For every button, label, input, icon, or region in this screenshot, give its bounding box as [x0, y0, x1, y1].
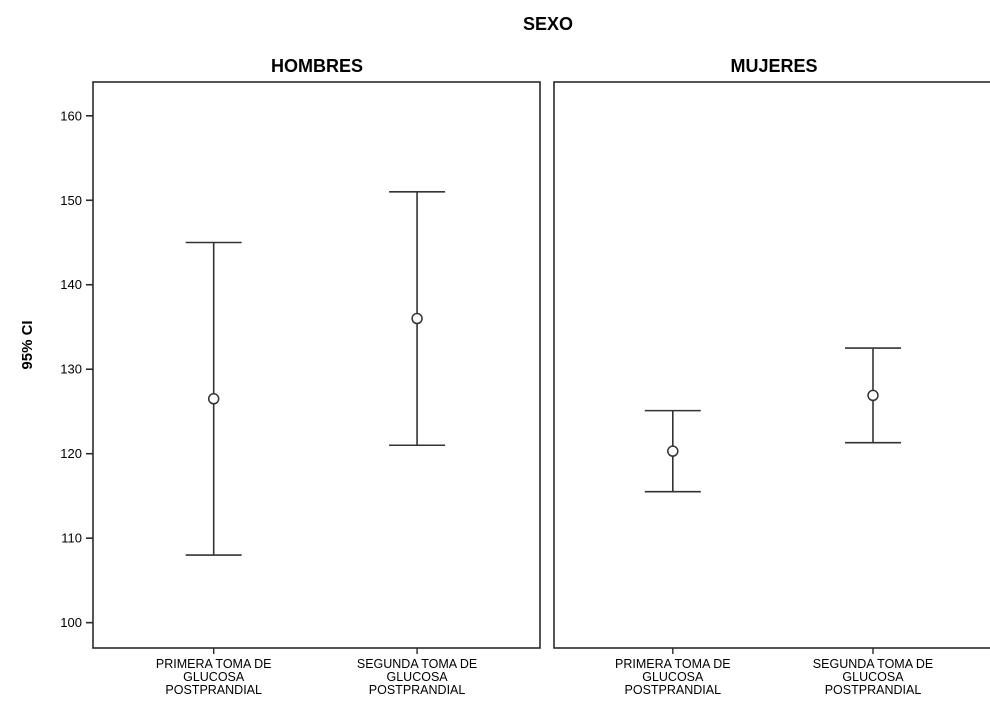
y-tick-label-160: 160	[60, 108, 82, 123]
y-tick-label-100: 100	[60, 615, 82, 630]
category-label-line: POSTPRANDIAL	[369, 683, 466, 697]
panel-frame-0	[92, 81, 541, 649]
category-label-line: PRIMERA TOMA DE	[615, 657, 731, 671]
category-label-0-0: PRIMERA TOMA DE GLUCOSA POSTPRANDIAL	[156, 657, 272, 697]
y-tick-label-140: 140	[60, 277, 82, 292]
category-label-line: SEGUNDA TOMA DE	[357, 657, 477, 671]
error-bars	[185, 191, 901, 556]
panel-title-1: MUJERES	[730, 56, 817, 76]
category-labels: PRIMERA TOMA DE GLUCOSA POSTPRANDIALSEGUND…	[156, 648, 933, 697]
category-label-line: GLUCOSA	[642, 670, 704, 684]
chart-title: SEXO	[523, 14, 573, 34]
category-label-1-1: SEGUNDA TOMA DE GLUCOSA POSTPRANDIAL	[813, 657, 933, 697]
mean-point-1-1	[867, 389, 879, 402]
category-label-line: GLUCOSA	[387, 670, 449, 684]
category-label-line: POSTPRANDIAL	[165, 683, 262, 697]
y-tick-label-150: 150	[60, 193, 82, 208]
panel-title-0: HOMBRES	[271, 56, 363, 76]
mean-point-0-0	[207, 393, 220, 405]
category-label-line: POSTPRANDIAL	[825, 683, 922, 697]
category-label-line: PRIMERA TOMA DE	[156, 657, 272, 671]
panel-frame-1	[553, 81, 990, 649]
mean-point-0-1	[411, 312, 423, 325]
y-tick-label-120: 120	[60, 446, 82, 461]
mean-point-1-0	[667, 445, 679, 457]
y-tick-label-130: 130	[60, 362, 82, 377]
category-label-line: POSTPRANDIAL	[625, 683, 722, 697]
y-tick-label-110: 110	[61, 531, 82, 546]
y-axis: 100 110 120 130 140 150 160	[60, 108, 93, 630]
category-label-line: SEGUNDA TOMA DE	[813, 657, 933, 671]
category-label-1-0: PRIMERA TOMA DE GLUCOSA POSTPRANDIAL	[615, 657, 731, 697]
y-axis-label: 95% CI	[19, 320, 36, 369]
category-label-line: GLUCOSA	[842, 670, 904, 684]
category-label-line: GLUCOSA	[183, 670, 245, 684]
category-label-0-1: SEGUNDA TOMA DE GLUCOSA POSTPRANDIAL	[357, 657, 477, 697]
